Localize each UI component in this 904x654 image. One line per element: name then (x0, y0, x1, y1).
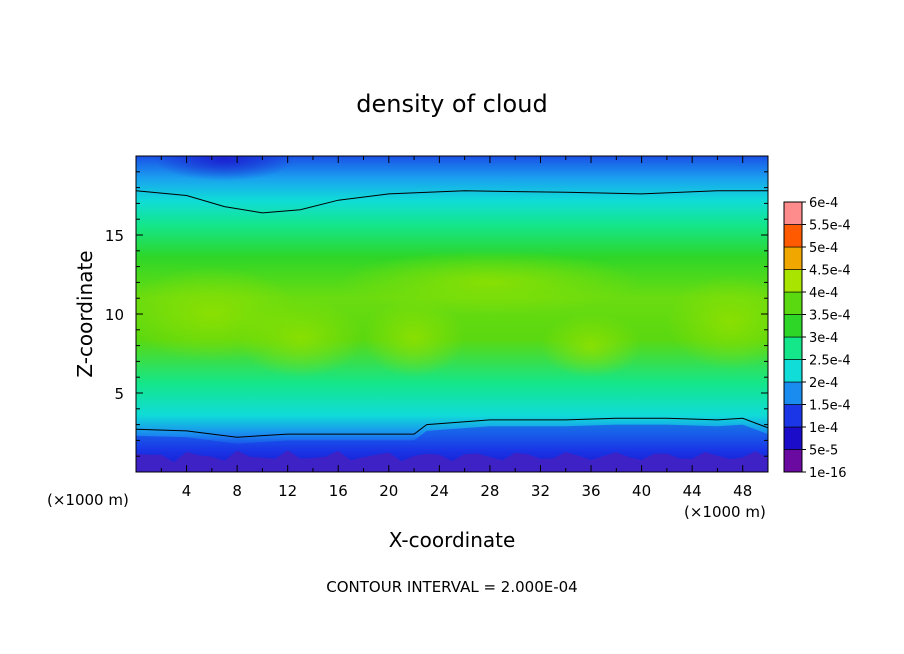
colorbar-label: 5e-5 (809, 444, 838, 459)
x-tick-label: 12 (278, 482, 297, 500)
x-tick-label: 28 (480, 482, 499, 500)
x-axis-label: X-coordinate (389, 528, 516, 552)
contour-interval-footer: CONTOUR INTERVAL = 2.000E-04 (326, 578, 577, 596)
colorbar-swatch (783, 449, 803, 473)
chart-title: density of cloud (356, 90, 547, 118)
colorbar-label: 2.5e-4 (809, 354, 851, 369)
colorbar-swatch (783, 291, 803, 315)
heatmap-blob (666, 274, 768, 370)
x-tick-label: 8 (232, 482, 242, 500)
colorbar-swatch (783, 336, 803, 360)
heatmap-blob (338, 250, 642, 314)
colorbar-swatch (783, 359, 803, 383)
heatmap-field (136, 156, 768, 472)
colorbar-label: 5e-4 (809, 241, 838, 256)
x-units-left: (×1000 m) (47, 491, 129, 509)
colorbar-swatch (783, 269, 803, 293)
x-tick-label: 24 (430, 482, 449, 500)
x-tick-label: 20 (379, 482, 398, 500)
colorbar-label: 2e-4 (809, 376, 838, 391)
colorbar-swatch (783, 224, 803, 248)
heatmap-blob (237, 298, 364, 378)
y-axis-label: Z-coordinate (73, 250, 97, 377)
x-tick-label: 36 (581, 482, 600, 500)
heatmap-top-blob (154, 156, 295, 182)
colorbar-label: 1.5e-4 (809, 399, 851, 414)
colorbar-label: 1e-4 (809, 421, 838, 436)
colorbar-label: 3.5e-4 (809, 309, 851, 324)
x-tick-label: 32 (531, 482, 550, 500)
colorbar-label: 4.5e-4 (809, 264, 851, 279)
y-tick-label: 5 (114, 385, 124, 403)
colorbar-swatch (783, 404, 803, 428)
x-tick-label: 48 (733, 482, 752, 500)
heatmap-lower-blue (136, 424, 768, 472)
colorbar: 1e-16 5e-5 1e-4 1.5e-4 2e-4 2.5e-4 3e-4 3.5e-4 4… (783, 196, 851, 481)
x-tick-label: 44 (683, 482, 702, 500)
colorbar-swatch (783, 201, 803, 225)
colorbar-swatch (783, 381, 803, 405)
colorbar-label: 6e-4 (809, 196, 838, 211)
x-units-right: (×1000 m) (684, 503, 766, 521)
colorbar-label: 5.5e-4 (809, 219, 851, 234)
colorbar-label: 1e-16 (809, 466, 847, 481)
colorbar-swatch (783, 426, 803, 450)
x-tick-label: 40 (632, 482, 651, 500)
x-tick-label: 16 (329, 482, 348, 500)
x-axis: 4 8 12 16 20 24 28 32 36 40 44 48 (160, 156, 769, 500)
x-tick-label: 4 (182, 482, 192, 500)
heatmap-blob (363, 298, 465, 378)
contour-line-upper (136, 190, 768, 214)
colorbar-label: 4e-4 (809, 286, 838, 301)
y-tick-label: 15 (105, 227, 124, 245)
y-tick-label: 10 (105, 306, 124, 324)
y-axis: 5 10 15 (105, 171, 768, 457)
colorbar-label: 3e-4 (809, 331, 838, 346)
colorbar-swatch (783, 314, 803, 338)
colorbar-swatch (783, 246, 803, 270)
contour-line-lower (136, 417, 768, 438)
heatmap-blob (540, 314, 642, 378)
